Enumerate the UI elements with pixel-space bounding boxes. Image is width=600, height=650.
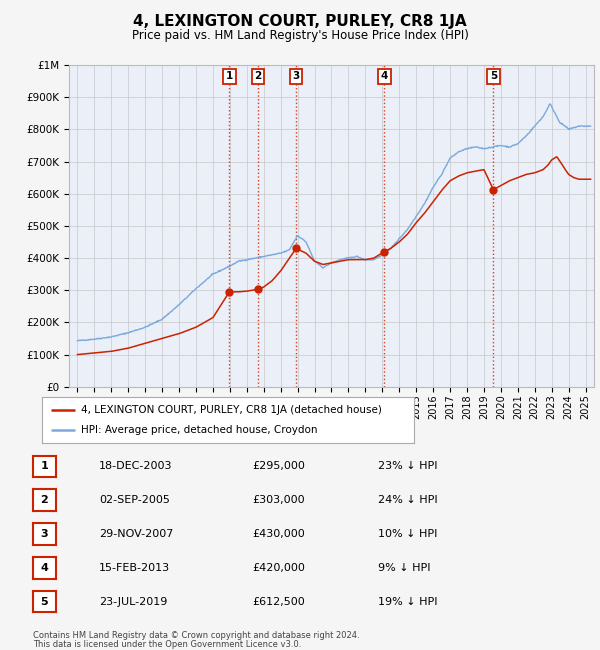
Text: This data is licensed under the Open Government Licence v3.0.: This data is licensed under the Open Gov… — [33, 640, 301, 649]
Text: 9% ↓ HPI: 9% ↓ HPI — [378, 563, 431, 573]
Text: 1: 1 — [226, 72, 233, 81]
Text: Price paid vs. HM Land Registry's House Price Index (HPI): Price paid vs. HM Land Registry's House … — [131, 29, 469, 42]
Text: 3: 3 — [41, 529, 48, 539]
Text: £420,000: £420,000 — [252, 563, 305, 573]
Text: 29-NOV-2007: 29-NOV-2007 — [99, 529, 173, 539]
Text: 02-SEP-2005: 02-SEP-2005 — [99, 495, 170, 505]
Text: 10% ↓ HPI: 10% ↓ HPI — [378, 529, 437, 539]
Text: 2: 2 — [254, 72, 262, 81]
Text: 3: 3 — [292, 72, 300, 81]
Text: 24% ↓ HPI: 24% ↓ HPI — [378, 495, 437, 505]
Text: 23% ↓ HPI: 23% ↓ HPI — [378, 462, 437, 471]
Text: £303,000: £303,000 — [252, 495, 305, 505]
Text: 4, LEXINGTON COURT, PURLEY, CR8 1JA (detached house): 4, LEXINGTON COURT, PURLEY, CR8 1JA (det… — [81, 404, 382, 415]
Text: £295,000: £295,000 — [252, 462, 305, 471]
Text: 1: 1 — [41, 462, 48, 471]
Text: 4, LEXINGTON COURT, PURLEY, CR8 1JA: 4, LEXINGTON COURT, PURLEY, CR8 1JA — [133, 14, 467, 29]
Text: £612,500: £612,500 — [252, 597, 305, 606]
Text: Contains HM Land Registry data © Crown copyright and database right 2024.: Contains HM Land Registry data © Crown c… — [33, 631, 359, 640]
Text: 2: 2 — [41, 495, 48, 505]
Text: 19% ↓ HPI: 19% ↓ HPI — [378, 597, 437, 606]
Text: 15-FEB-2013: 15-FEB-2013 — [99, 563, 170, 573]
Text: 5: 5 — [41, 597, 48, 606]
Text: 5: 5 — [490, 72, 497, 81]
Text: 4: 4 — [40, 563, 49, 573]
Text: 18-DEC-2003: 18-DEC-2003 — [99, 462, 173, 471]
Text: 4: 4 — [380, 72, 388, 81]
Text: HPI: Average price, detached house, Croydon: HPI: Average price, detached house, Croy… — [81, 425, 317, 436]
Text: £430,000: £430,000 — [252, 529, 305, 539]
Text: 23-JUL-2019: 23-JUL-2019 — [99, 597, 167, 606]
